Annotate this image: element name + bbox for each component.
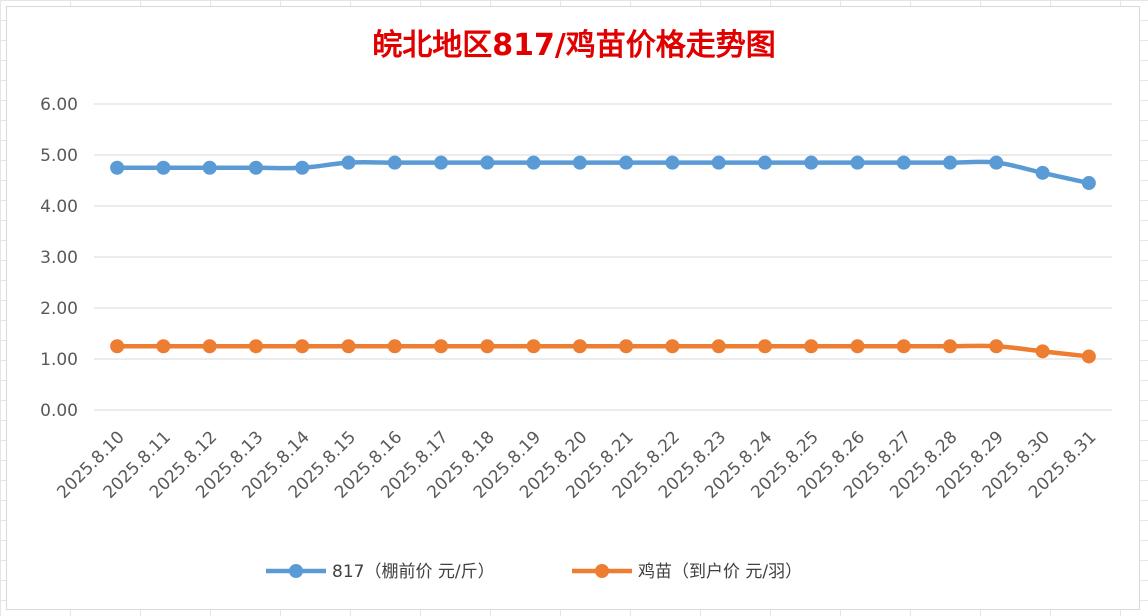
- data-point[interactable]: [572, 155, 587, 170]
- data-point[interactable]: [387, 339, 402, 354]
- data-point[interactable]: [757, 155, 772, 170]
- data-point[interactable]: [1035, 165, 1050, 180]
- y-tick-label: 6.00: [40, 95, 78, 115]
- data-point[interactable]: [341, 155, 356, 170]
- y-tick-label: 0.00: [40, 401, 78, 421]
- data-point[interactable]: [202, 339, 217, 354]
- y-tick-label: 3.00: [40, 248, 78, 268]
- data-point[interactable]: [711, 155, 726, 170]
- legend-label: 鸡苗（到户价 元/羽）: [638, 562, 802, 582]
- data-point[interactable]: [1035, 344, 1050, 359]
- data-point[interactable]: [804, 155, 819, 170]
- y-tick-label: 5.00: [40, 146, 78, 166]
- data-point[interactable]: [943, 339, 958, 354]
- data-point[interactable]: [619, 339, 634, 354]
- series-group: [110, 155, 1096, 364]
- data-point[interactable]: [248, 339, 263, 354]
- data-point[interactable]: [711, 339, 726, 354]
- y-tick-label: 2.00: [40, 299, 78, 319]
- data-point[interactable]: [665, 339, 680, 354]
- data-point[interactable]: [896, 155, 911, 170]
- data-point[interactable]: [110, 339, 125, 354]
- data-point[interactable]: [434, 339, 449, 354]
- data-point[interactable]: [248, 160, 263, 175]
- data-point[interactable]: [1081, 349, 1096, 364]
- x-axis: 2025.8.102025.8.112025.8.122025.8.132025…: [53, 427, 1100, 502]
- chart-title: 皖北地区817/鸡苗价格走势图: [372, 28, 776, 63]
- data-point[interactable]: [295, 339, 310, 354]
- data-point[interactable]: [850, 339, 865, 354]
- legend-label: 817（棚前价 元/斤）: [332, 562, 495, 582]
- data-point[interactable]: [943, 155, 958, 170]
- legend[interactable]: 817（棚前价 元/斤） 鸡苗（到户价 元/羽）: [266, 562, 802, 582]
- data-point[interactable]: [434, 155, 449, 170]
- data-point[interactable]: [757, 339, 772, 354]
- data-point[interactable]: [110, 160, 125, 175]
- data-point[interactable]: [1081, 176, 1096, 191]
- data-point[interactable]: [989, 339, 1004, 354]
- y-axis: 0.00 1.00 2.00 3.00 4.00 5.00 6.00: [40, 95, 78, 421]
- data-point[interactable]: [387, 155, 402, 170]
- data-point[interactable]: [619, 155, 634, 170]
- data-point[interactable]: [526, 155, 541, 170]
- series-0: [110, 155, 1096, 191]
- legend-item-0[interactable]: 817（棚前价 元/斤）: [266, 562, 495, 582]
- legend-marker: [595, 564, 609, 578]
- data-point[interactable]: [526, 339, 541, 354]
- data-point[interactable]: [896, 339, 911, 354]
- y-tick-label: 1.00: [40, 350, 78, 370]
- data-point[interactable]: [480, 339, 495, 354]
- data-point[interactable]: [665, 155, 680, 170]
- data-point[interactable]: [156, 160, 171, 175]
- series-1: [110, 339, 1096, 364]
- series-line: [114, 343, 1092, 359]
- legend-item-1[interactable]: 鸡苗（到户价 元/羽）: [572, 562, 802, 582]
- data-point[interactable]: [572, 339, 587, 354]
- y-tick-label: 4.00: [40, 197, 78, 217]
- data-point[interactable]: [804, 339, 819, 354]
- data-point[interactable]: [341, 339, 356, 354]
- data-point[interactable]: [202, 160, 217, 175]
- data-point[interactable]: [989, 155, 1004, 170]
- data-point[interactable]: [850, 155, 865, 170]
- series-line: [114, 159, 1092, 186]
- data-point[interactable]: [156, 339, 171, 354]
- data-point[interactable]: [295, 160, 310, 175]
- legend-marker: [289, 564, 303, 578]
- gridlines: [94, 103, 1112, 411]
- data-point[interactable]: [480, 155, 495, 170]
